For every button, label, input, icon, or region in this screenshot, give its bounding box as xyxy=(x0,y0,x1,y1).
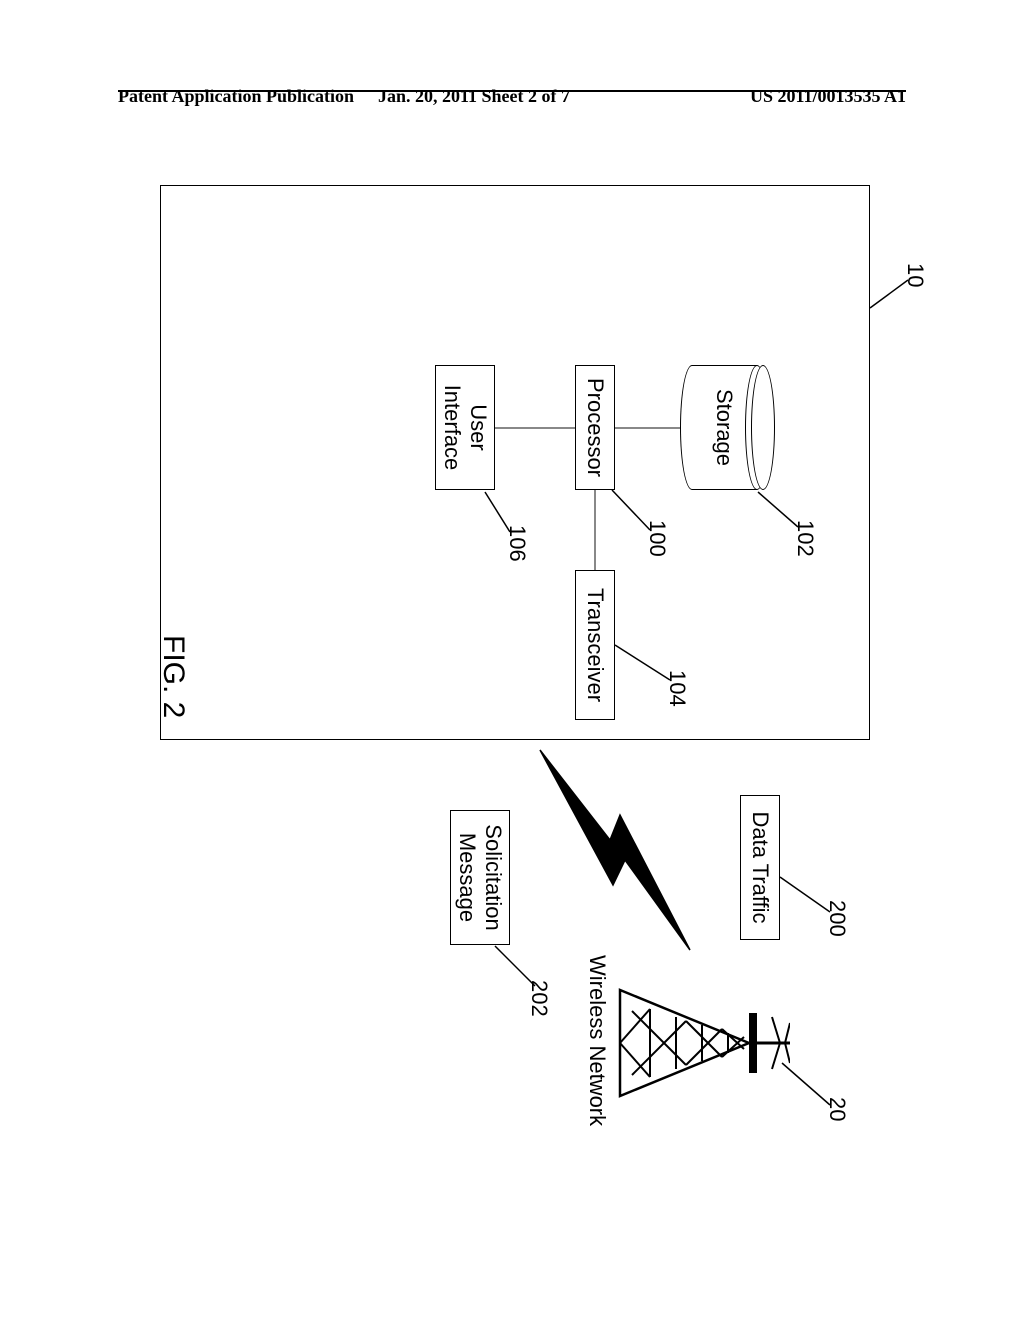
wireless-network-label: Wireless Network xyxy=(584,955,610,1126)
connector-processor-ui xyxy=(495,427,575,429)
leader-10 xyxy=(862,280,908,330)
ref-100: 100 xyxy=(644,520,670,557)
solicitation-label: Solicitation Message xyxy=(454,824,507,930)
user-interface-block: User Interface xyxy=(435,365,495,490)
leader-100 xyxy=(599,485,650,540)
wireless-link-icon xyxy=(529,745,695,955)
figure-2: 10 Storage 102 Processor 100 Use xyxy=(140,185,910,1135)
storage-label: Storage xyxy=(712,389,738,466)
leader-104 xyxy=(604,640,670,690)
leader-102 xyxy=(742,487,798,537)
ref-106: 106 xyxy=(504,525,530,562)
user-interface-label: User Interface xyxy=(439,385,492,471)
leader-200 xyxy=(769,872,830,922)
ref-200: 200 xyxy=(824,900,850,937)
connector-processor-transceiver xyxy=(595,490,597,570)
ref-102: 102 xyxy=(792,520,818,557)
storage-cylinder: Storage xyxy=(680,365,775,490)
ref-20: 20 xyxy=(824,1097,850,1121)
header-left: Patent Application Publication xyxy=(118,86,354,107)
processor-label: Processor xyxy=(582,378,608,477)
leader-106 xyxy=(459,487,510,542)
header-mid: Jan. 20, 2011 Sheet 2 of 7 xyxy=(378,86,570,107)
figure-caption: FIG. 2 xyxy=(156,635,190,718)
cell-tower-icon xyxy=(609,975,790,1110)
processor-block: Processor xyxy=(575,365,615,490)
ref-104: 104 xyxy=(664,670,690,707)
header-right: US 2011/0013535 A1 xyxy=(750,86,906,107)
page-header: Patent Application Publication Jan. 20, … xyxy=(118,86,906,92)
ref-10: 10 xyxy=(902,263,928,287)
leader-20 xyxy=(764,1055,830,1115)
connector-storage-processor xyxy=(615,427,680,429)
ref-202: 202 xyxy=(526,980,552,1017)
solicitation-block: Solicitation Message xyxy=(450,810,510,945)
